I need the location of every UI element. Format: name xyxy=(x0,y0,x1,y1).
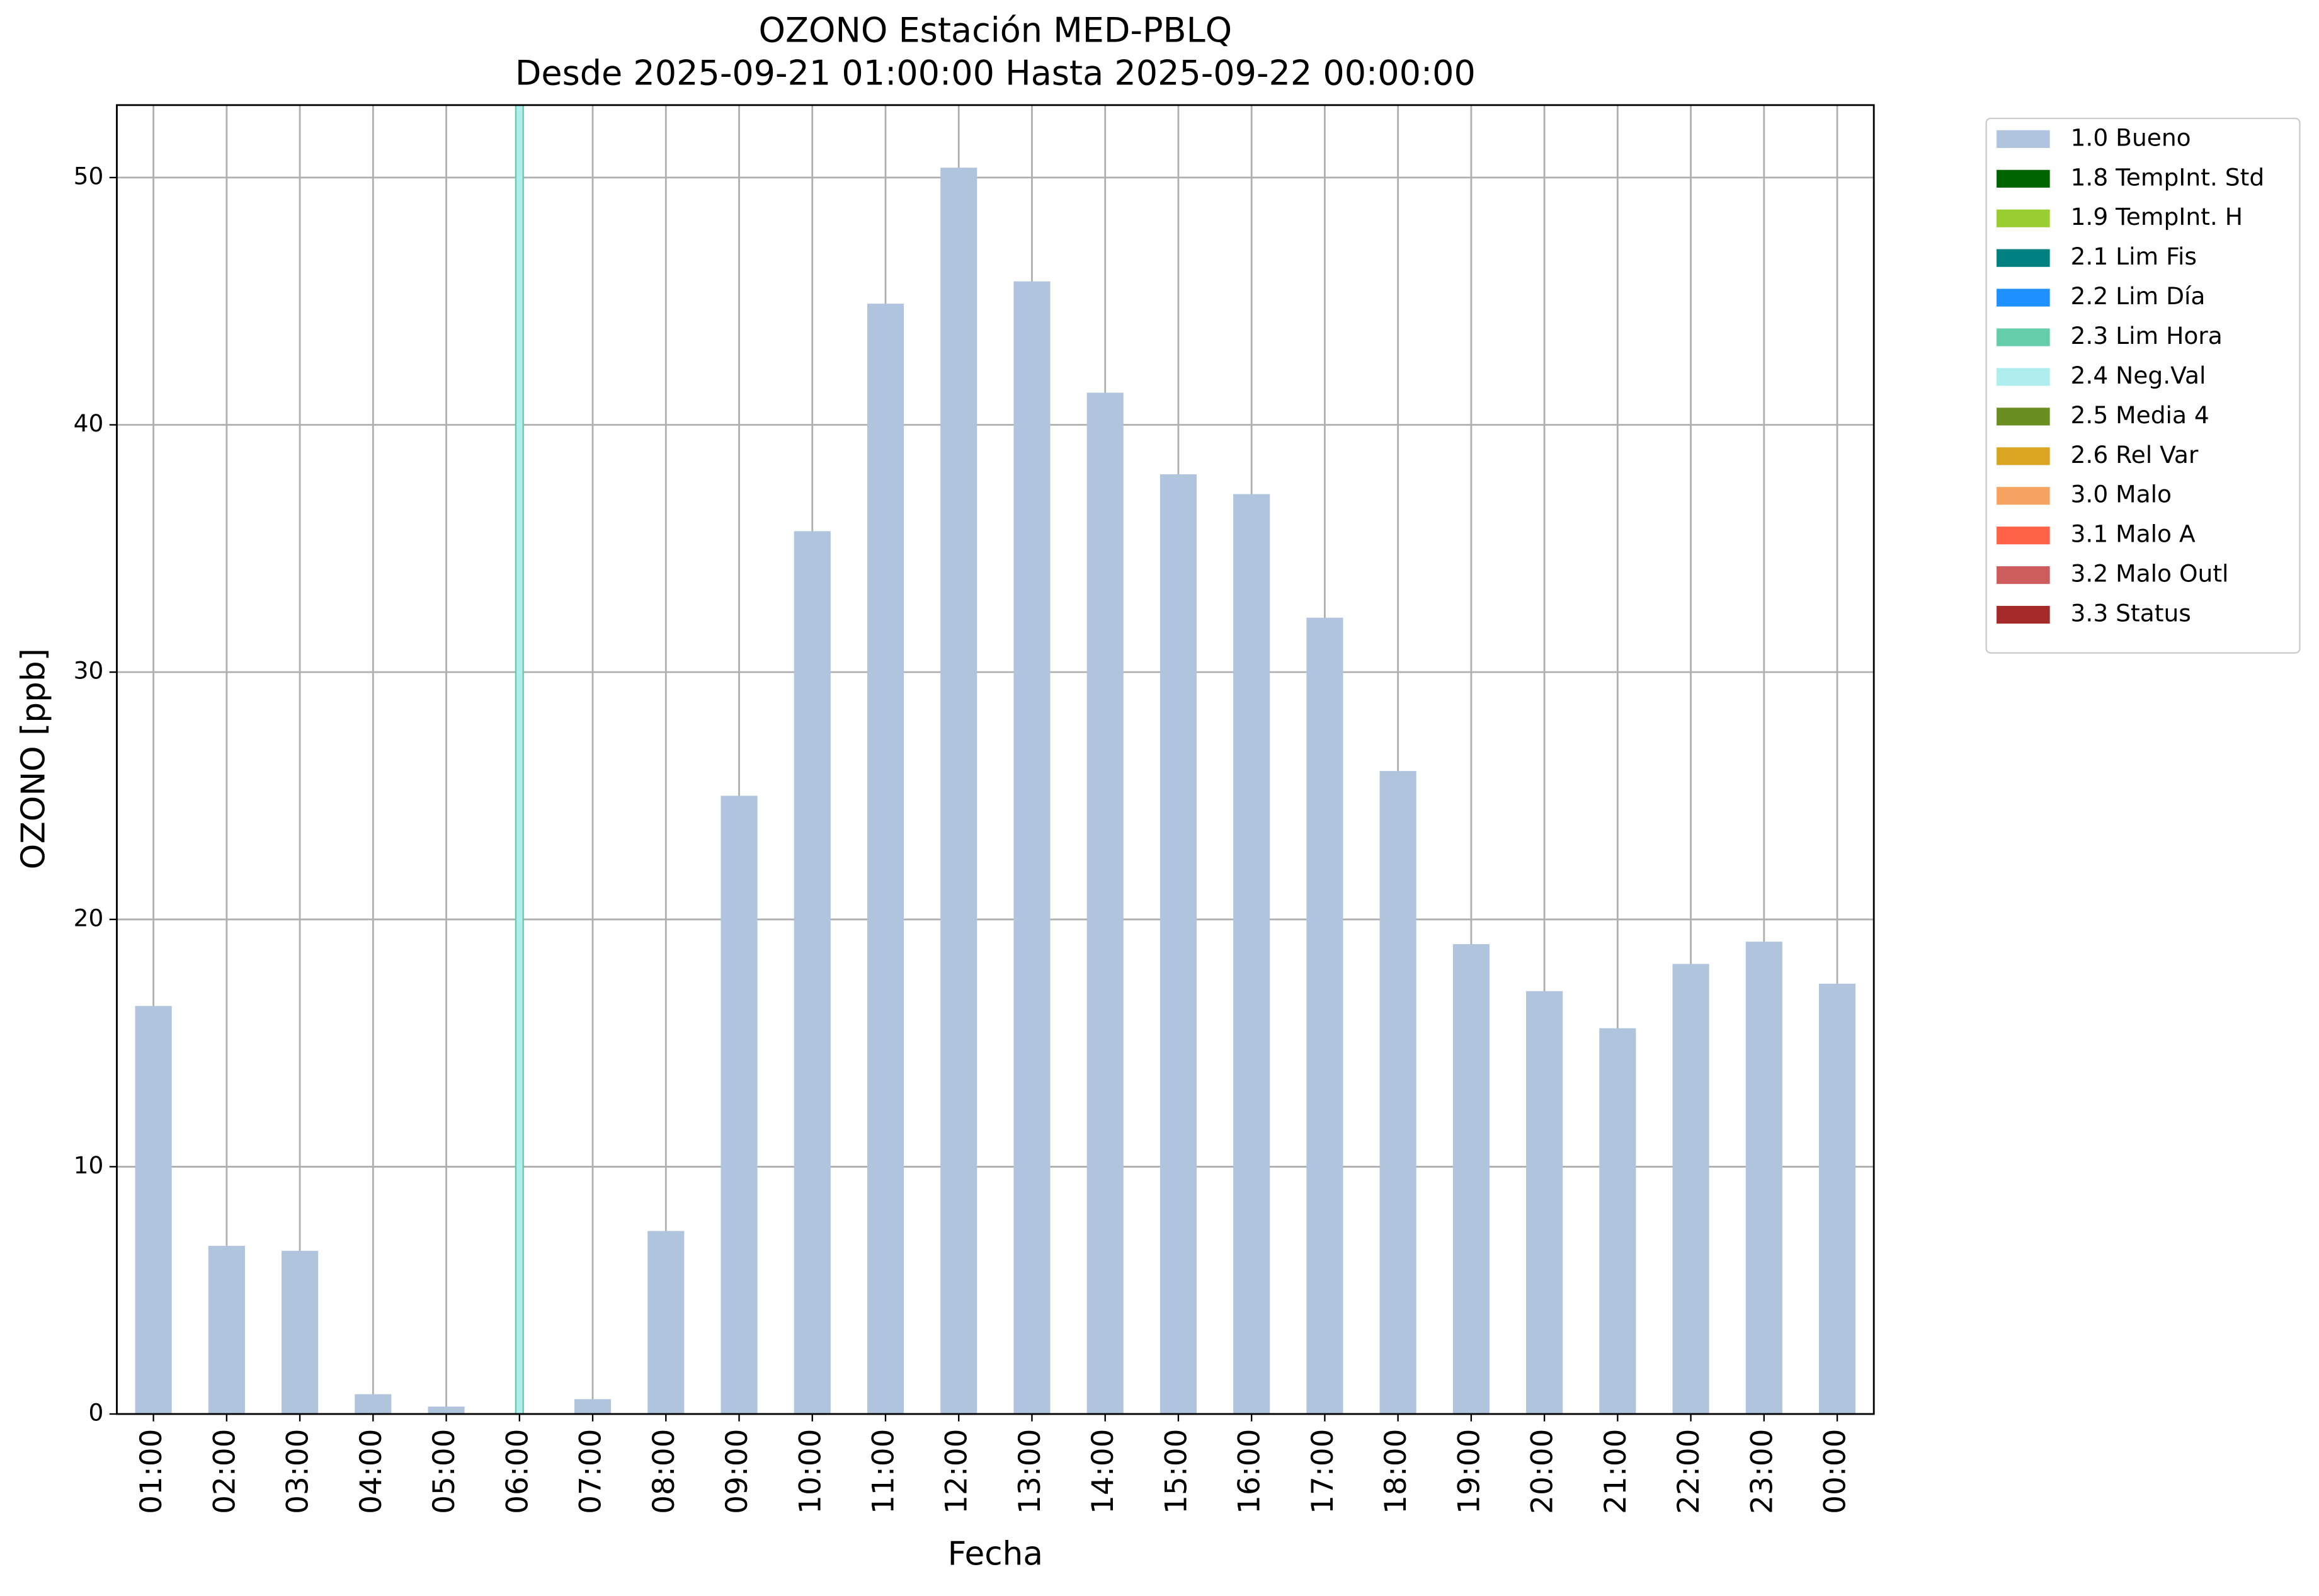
bar xyxy=(1599,1028,1636,1415)
x-tick-label: 18:00 xyxy=(1379,1429,1413,1514)
bar xyxy=(721,795,758,1415)
x-tick-label: 19:00 xyxy=(1452,1429,1486,1514)
legend-label: 1.8 TempInt. Std xyxy=(2071,163,2265,191)
y-axis-label: OZONO [ppb] xyxy=(14,648,52,869)
x-tick-label: 02:00 xyxy=(207,1429,242,1514)
legend-label: 1.0 Bueno xyxy=(2071,123,2191,151)
x-tick-label: 20:00 xyxy=(1525,1429,1560,1514)
x-tick-label: 09:00 xyxy=(720,1429,755,1514)
legend-swatch xyxy=(1997,169,2050,188)
x-tick-label: 12:00 xyxy=(940,1429,974,1514)
y-tick-label: 30 xyxy=(74,657,104,685)
x-tick-label: 00:00 xyxy=(1818,1429,1853,1514)
bar xyxy=(1160,474,1197,1415)
legend-swatch xyxy=(1997,408,2050,426)
bar xyxy=(1086,392,1124,1415)
x-tick-label: 06:00 xyxy=(500,1429,535,1514)
y-tick-label: 20 xyxy=(74,904,104,932)
legend-swatch xyxy=(1997,487,2050,505)
bar xyxy=(428,1406,465,1415)
bar xyxy=(355,1394,392,1415)
x-tick-label: 22:00 xyxy=(1672,1429,1706,1514)
bar xyxy=(1526,991,1563,1415)
x-tick-label: 11:00 xyxy=(866,1429,901,1514)
x-tick-label: 05:00 xyxy=(427,1429,462,1514)
bar xyxy=(940,168,977,1415)
legend-swatch xyxy=(1997,288,2050,307)
legend-swatch xyxy=(1997,566,2050,584)
legend-label: 2.1 Lim Fis xyxy=(2071,242,2197,270)
bar xyxy=(1819,983,1856,1415)
x-tick-label: 14:00 xyxy=(1086,1429,1120,1514)
y-tick-label: 10 xyxy=(74,1151,104,1179)
legend-box xyxy=(1985,117,2301,654)
x-tick-label: 23:00 xyxy=(1745,1429,1779,1514)
legend-label: 2.2 Lim Día xyxy=(2071,282,2206,310)
x-tick-label: 03:00 xyxy=(281,1429,316,1514)
bar xyxy=(1745,942,1782,1415)
bar xyxy=(1013,281,1051,1415)
bar xyxy=(1233,494,1270,1415)
legend-swatch xyxy=(1997,209,2050,227)
legend-label: 2.4 Neg.Val xyxy=(2071,362,2206,389)
chart-subtitle: Desde 2025-09-21 01:00:00 Hasta 2025-09-… xyxy=(515,54,1476,93)
legend-label: 3.3 Status xyxy=(2071,600,2191,627)
chart-title: OZONO Estación MED-PBLQ xyxy=(759,10,1233,50)
bar xyxy=(794,531,831,1415)
x-tick-label: 17:00 xyxy=(1306,1429,1340,1514)
legend-label: 2.6 Rel Var xyxy=(2071,441,2199,469)
plot-frame xyxy=(116,104,1875,1415)
legend-swatch xyxy=(1997,249,2050,267)
x-tick-label: 10:00 xyxy=(793,1429,828,1514)
x-tick-label: 21:00 xyxy=(1598,1429,1633,1514)
highlight-band xyxy=(515,104,524,1415)
x-tick-label: 16:00 xyxy=(1233,1429,1267,1514)
legend-label: 2.5 Media 4 xyxy=(2071,401,2209,429)
legend-swatch xyxy=(1997,368,2050,386)
legend-label: 2.3 Lim Hora xyxy=(2071,322,2223,350)
legend-swatch xyxy=(1997,527,2050,545)
x-tick-label: 04:00 xyxy=(354,1429,389,1514)
legend-swatch xyxy=(1997,130,2050,148)
bar xyxy=(1672,964,1709,1415)
legend-swatch xyxy=(1997,328,2050,346)
x-tick-label: 08:00 xyxy=(647,1429,681,1514)
bar xyxy=(282,1250,319,1415)
x-tick-label: 01:00 xyxy=(134,1429,169,1514)
legend-swatch xyxy=(1997,447,2050,465)
x-tick-label: 15:00 xyxy=(1159,1429,1194,1514)
bar xyxy=(1452,944,1490,1415)
bar xyxy=(1306,617,1343,1415)
x-axis-label: Fecha xyxy=(948,1535,1043,1573)
bar xyxy=(574,1399,612,1415)
bar xyxy=(135,1006,172,1415)
bar xyxy=(647,1231,685,1415)
y-tick-label: 0 xyxy=(88,1399,103,1427)
legend-label: 3.2 Malo Outl xyxy=(2071,560,2229,588)
x-tick-label: 13:00 xyxy=(1013,1429,1047,1514)
legend-swatch xyxy=(1997,605,2050,624)
bar xyxy=(1379,771,1416,1415)
y-tick-label: 40 xyxy=(74,409,104,437)
y-tick-label: 50 xyxy=(74,162,104,190)
bar xyxy=(208,1246,245,1415)
x-tick-label: 07:00 xyxy=(574,1429,608,1514)
legend-label: 1.9 TempInt. H xyxy=(2071,203,2243,231)
bar xyxy=(867,304,904,1415)
legend-label: 3.1 Malo A xyxy=(2071,520,2196,548)
legend-label: 3.0 Malo xyxy=(2071,481,2172,508)
